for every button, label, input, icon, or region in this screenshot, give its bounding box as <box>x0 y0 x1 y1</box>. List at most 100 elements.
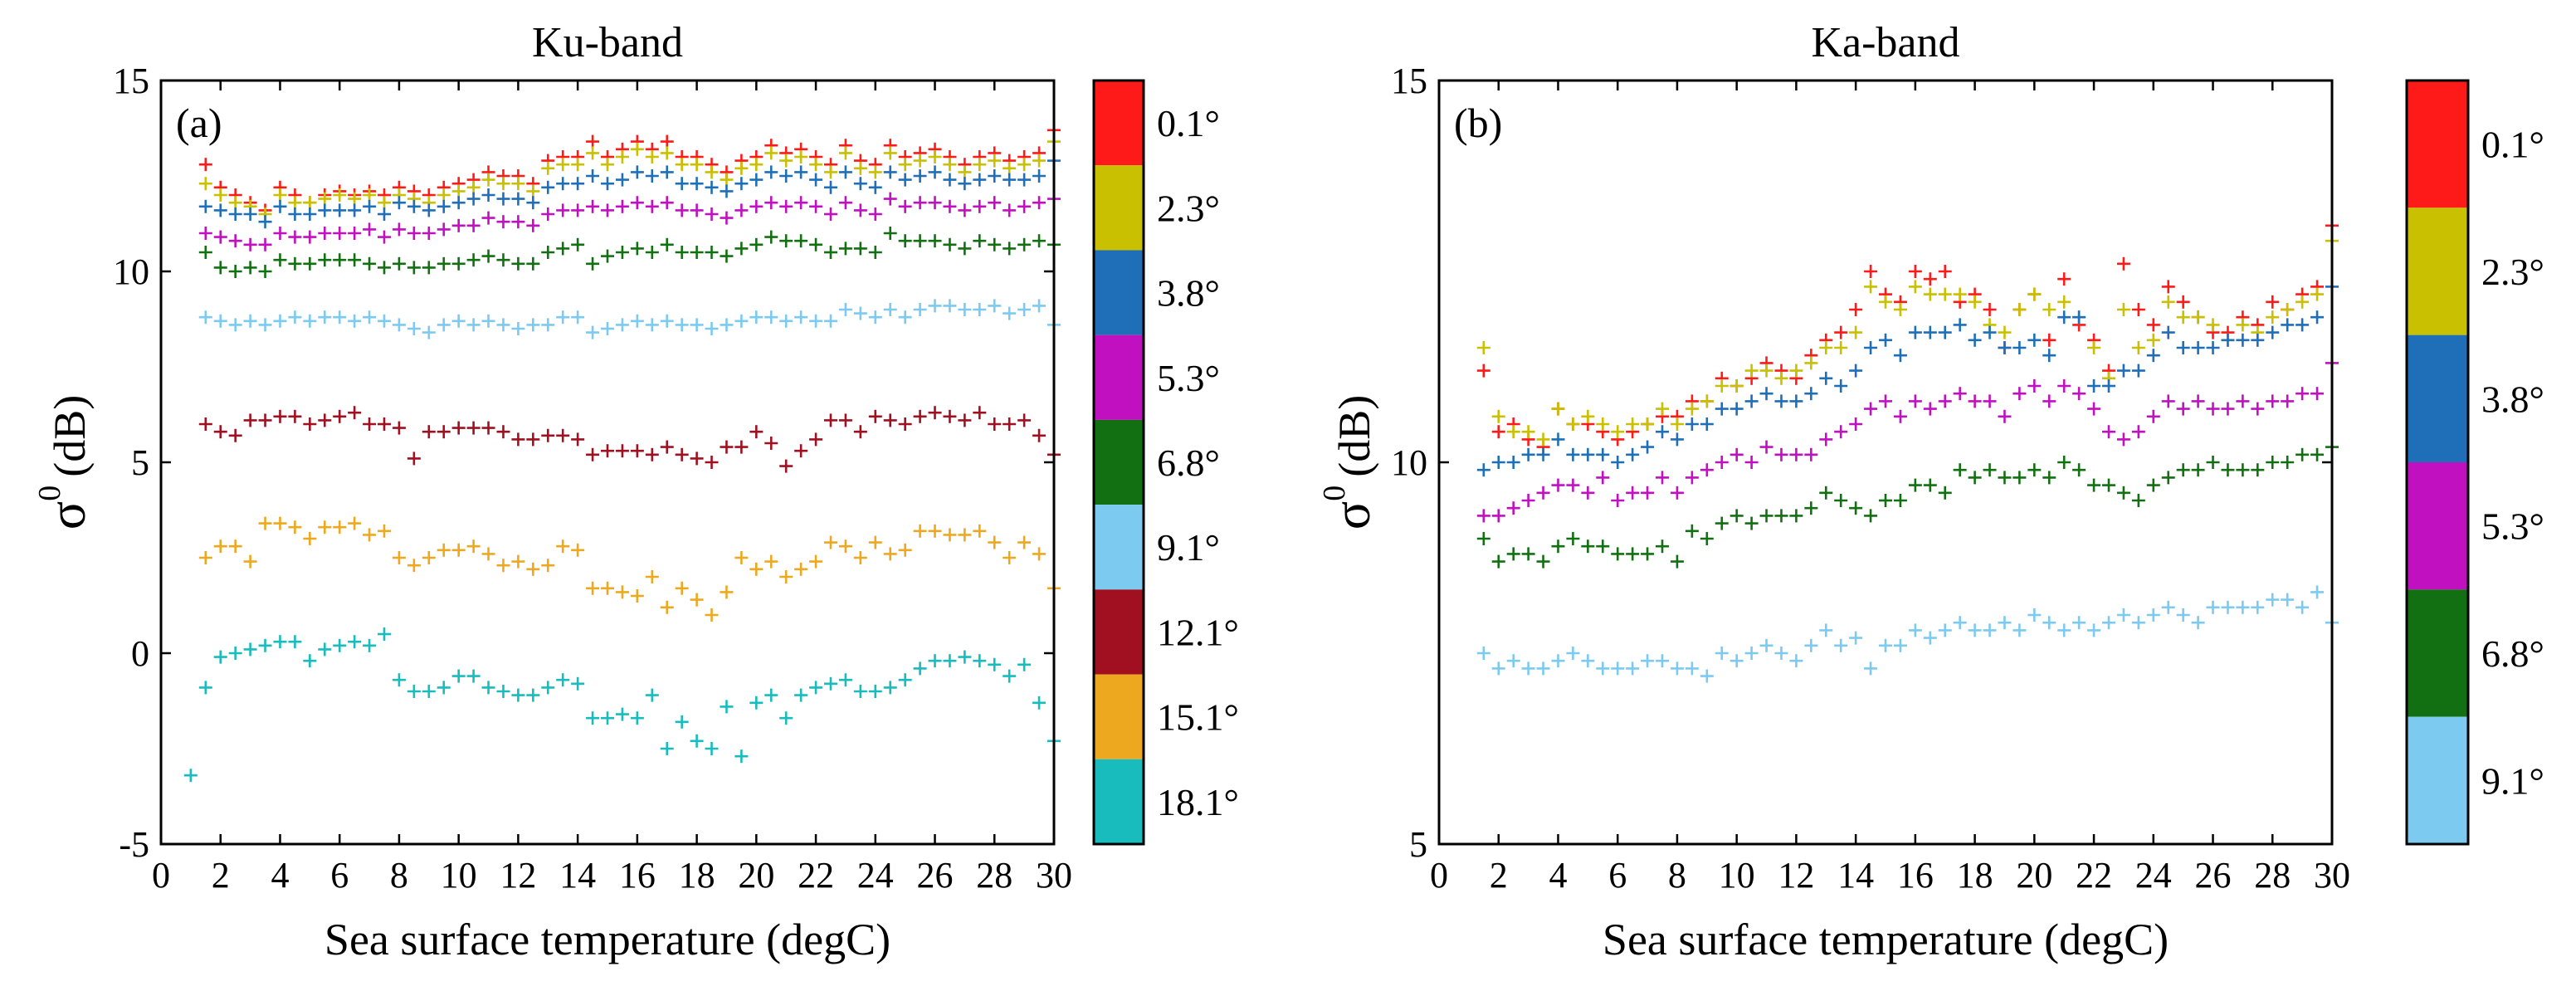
data-point-ku-s2-37 <box>749 173 764 187</box>
data-point-ku-s3-56 <box>1032 196 1046 210</box>
data-point-ka-s2-17 <box>1730 402 1744 416</box>
data-point-ku-s5-33 <box>690 318 704 332</box>
data-point-ku-s8-42 <box>824 676 837 691</box>
data-point-ku-s8-11 <box>363 638 377 652</box>
data-point-ka-s4-43 <box>2116 486 2130 500</box>
data-point-ku-s7-34 <box>705 608 719 622</box>
data-point-ka-s4-11 <box>1641 547 1655 561</box>
data-point-ku-s6-17 <box>451 421 466 435</box>
data-point-ka-s5-51 <box>2236 600 2250 614</box>
data-point-ku-s7-0 <box>198 551 212 564</box>
data-point-ku-s5-37 <box>749 310 764 325</box>
y-tick-label-ka-1: 10 <box>1391 442 1427 483</box>
data-point-ka-s0-39 <box>2057 272 2071 286</box>
data-point-ka-s3-21 <box>1789 447 1803 461</box>
data-point-ku-s5-47 <box>898 310 912 325</box>
x-tick-label-ku-0: 0 <box>152 855 170 896</box>
data-point-ku-s2-27 <box>601 177 614 191</box>
data-point-ku-s6-1 <box>213 425 227 439</box>
data-point-ku-s5-41 <box>809 314 823 328</box>
data-point-ka-s2-20 <box>1774 394 1788 408</box>
data-point-ku-s1-18 <box>466 180 481 194</box>
data-point-ka-s5-53 <box>2266 593 2280 607</box>
data-point-ku-s6-3 <box>243 413 257 427</box>
data-point-ku-s6-30 <box>645 447 659 461</box>
data-point-ku-s5-43 <box>838 303 852 316</box>
data-point-ka-s0-38 <box>2042 333 2056 347</box>
data-point-ka-s1-10 <box>1626 417 1640 431</box>
data-point-ku-s4-24 <box>556 242 570 256</box>
colorbar-segment-ka-2 <box>2407 334 2468 462</box>
data-point-ka-s5-7 <box>1581 654 1595 668</box>
data-point-ku-s7-1 <box>213 539 227 554</box>
data-point-ka-s3-2 <box>1506 501 1520 515</box>
plot-area-ka <box>1476 218 2339 683</box>
x-tick-label-ku-8: 16 <box>619 855 656 896</box>
data-point-ku-s1-36 <box>734 161 749 175</box>
data-point-ka-s1-21 <box>1789 364 1803 378</box>
data-point-ku-s5-8 <box>318 310 332 325</box>
data-point-ku-s6-48 <box>913 409 927 423</box>
data-point-ku-s4-39 <box>779 234 793 248</box>
data-point-ka-s1-56 <box>2310 287 2325 301</box>
chart-title-ku: Ku-band <box>532 19 683 66</box>
data-point-ka-s4-35 <box>1998 471 2012 485</box>
data-point-ku-s4-28 <box>615 246 629 259</box>
data-point-ka-s2-47 <box>2176 341 2190 354</box>
data-point-ka-s3-17 <box>1730 447 1744 461</box>
data-point-ku-s4-36 <box>734 242 749 256</box>
data-point-ka-s3-28 <box>1893 409 1907 423</box>
data-point-ka-s3-33 <box>1968 394 1982 408</box>
data-point-ka-s3-19 <box>1759 440 1773 454</box>
data-point-ku-s8-34 <box>705 742 719 755</box>
data-point-ku-s4-6 <box>288 256 302 271</box>
colorbar-segment-ka-1 <box>2407 207 2468 335</box>
data-point-ka-s2-18 <box>1744 394 1759 408</box>
data-point-ka-s4-56 <box>2310 447 2325 461</box>
data-point-ku-s8-50 <box>943 654 957 668</box>
data-point-ku-s3-13 <box>392 222 406 237</box>
data-point-ku-s3-46 <box>883 192 897 206</box>
data-point-ku-s8-48 <box>913 661 927 676</box>
data-point-ka-s4-22 <box>1804 501 1818 515</box>
data-point-ka-s4-17 <box>1730 509 1744 523</box>
data-point-ku-s6-53 <box>988 417 1002 431</box>
data-point-ku-s6-32 <box>675 447 689 461</box>
data-point-ka-s1-5 <box>1551 402 1565 416</box>
data-point-ka-s4-12 <box>1656 539 1669 554</box>
data-point-ka-s1-49 <box>2206 318 2220 332</box>
data-point-ku-s6-36 <box>734 440 749 454</box>
panel-label-a: (a) <box>176 100 222 146</box>
data-point-ku-s3-22 <box>526 218 540 232</box>
colorbar-label-ku-2: 3.8° <box>1157 272 1220 315</box>
data-point-ku-s8-35 <box>720 700 734 714</box>
data-point-ka-s2-30 <box>1923 325 1937 339</box>
data-point-ku-s3-5 <box>273 227 287 240</box>
data-point-ku-s4-23 <box>541 246 555 259</box>
data-point-ka-s1-39 <box>2057 295 2071 309</box>
data-point-ku-s2-18 <box>466 192 481 206</box>
data-point-ku-s3-49 <box>928 196 942 210</box>
data-point-ku-s2-24 <box>556 177 570 191</box>
data-point-ka-s3-30 <box>1923 402 1937 416</box>
data-point-ku-s8-15 <box>422 685 436 698</box>
x-tick-label-ku-14: 28 <box>976 855 1012 896</box>
y-tick-label-ku-0: -5 <box>119 824 149 865</box>
data-point-ku-s6-5 <box>273 409 287 423</box>
data-point-ku-s1-45 <box>868 165 882 179</box>
data-point-ku-s3-0 <box>198 227 212 240</box>
data-point-ka-s4-5 <box>1551 539 1565 554</box>
data-point-ku-s6-22 <box>526 432 540 447</box>
data-point-ka-s5-23 <box>1819 623 1833 637</box>
data-point-ku-s5-14 <box>407 322 421 335</box>
data-point-ku-s7-19 <box>481 547 495 561</box>
data-point-ku-s2-28 <box>615 173 629 187</box>
data-point-ka-s2-6 <box>1566 447 1580 461</box>
data-point-ku-s1-37 <box>749 158 764 172</box>
data-point-ku-s8-51 <box>958 650 972 664</box>
data-point-ku-s3-40 <box>794 196 808 210</box>
data-point-ku-s1-7 <box>303 196 317 210</box>
data-point-ku-s6-50 <box>943 409 957 423</box>
data-point-ka-s5-42 <box>2102 616 2115 630</box>
data-point-ku-s6-40 <box>794 444 808 458</box>
